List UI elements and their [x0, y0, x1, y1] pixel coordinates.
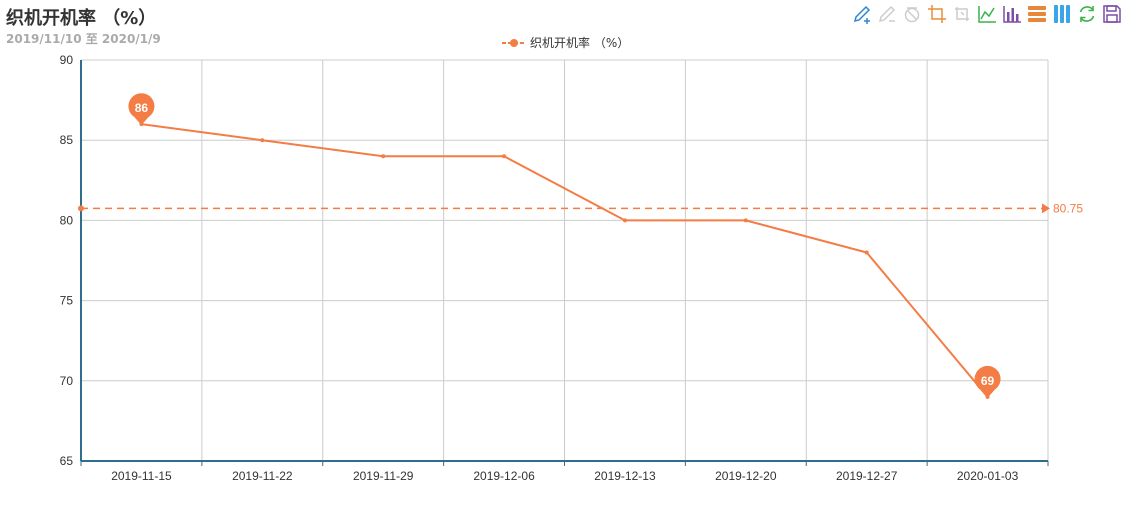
mark-point-pin — [974, 365, 1001, 398]
line-chart-icon[interactable] — [977, 4, 997, 24]
clear-icon[interactable] — [902, 4, 922, 24]
y-tick-label: 70 — [60, 374, 74, 388]
average-mark-line-start — [78, 205, 84, 212]
restore-icon[interactable] — [1077, 4, 1097, 24]
x-tick-label: 2019-12-06 — [473, 469, 535, 483]
y-tick-label: 80 — [60, 213, 74, 227]
bar-chart-icon[interactable] — [1002, 4, 1022, 24]
mark-point-pin — [128, 93, 155, 126]
average-mark-line-label: 80.75 — [1053, 201, 1083, 215]
y-tick-label: 85 — [60, 133, 74, 147]
x-tick-label: 2019-12-27 — [836, 469, 898, 483]
data-point — [260, 138, 265, 143]
x-tick-label: 2019-11-22 — [232, 469, 293, 483]
data-point — [622, 218, 627, 223]
average-mark-line-arrow — [1042, 203, 1050, 214]
x-tick-label: 2019-11-29 — [353, 469, 414, 483]
data-point — [864, 250, 869, 255]
y-tick-label: 75 — [60, 294, 74, 308]
y-tick-label: 65 — [60, 454, 74, 468]
stack-icon[interactable] — [1027, 4, 1047, 24]
x-tick-label: 2020-01-03 — [957, 469, 1019, 483]
eraser-pen-icon[interactable] — [877, 4, 897, 24]
legend-line-marker-icon — [502, 38, 526, 47]
tiled-icon[interactable] — [1052, 4, 1072, 24]
save-image-icon[interactable] — [1102, 4, 1122, 24]
zoom-reset-icon[interactable] — [952, 4, 972, 24]
data-point — [381, 154, 386, 159]
toolbox — [852, 4, 1122, 24]
chart-title: 织机开机率 （%） — [6, 8, 157, 29]
legend-item[interactable]: 织机开机率 （%） — [502, 34, 629, 51]
mark-pen-icon[interactable] — [852, 4, 872, 24]
mark-point-label: 86 — [135, 101, 149, 115]
x-tick-label: 2019-11-15 — [111, 469, 172, 483]
mark-point-label: 69 — [981, 374, 995, 388]
legend-label: 织机开机率 （%） — [530, 36, 630, 50]
x-tick-label: 2019-12-13 — [594, 469, 656, 483]
data-point — [743, 218, 748, 223]
chart-subtitle: 2019/11/10 至 2020/1/9 — [6, 32, 161, 46]
y-tick-label: 90 — [60, 53, 74, 67]
series-line — [141, 123, 989, 398]
x-tick-label: 2019-12-20 — [715, 469, 777, 483]
data-point — [502, 154, 507, 159]
data-zoom-icon[interactable] — [927, 4, 947, 24]
